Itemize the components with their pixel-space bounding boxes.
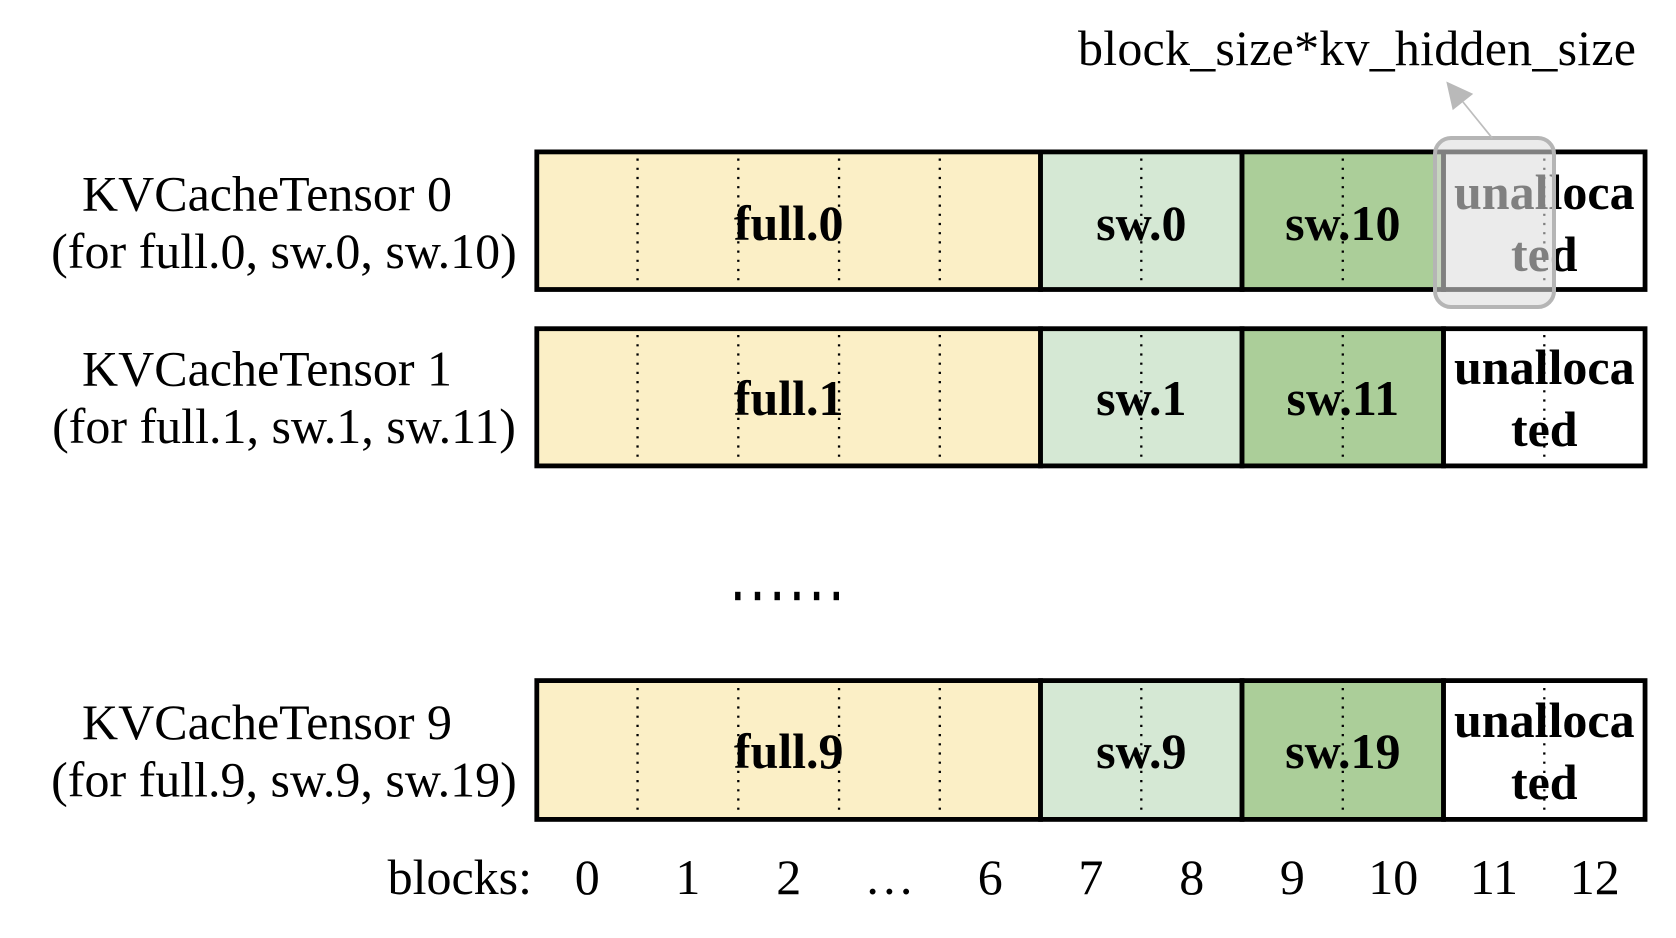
svg-text:2: 2 <box>776 849 801 905</box>
svg-text:sw.11: sw.11 <box>1287 370 1400 426</box>
svg-text:KVCacheTensor 1: KVCacheTensor 1 <box>82 341 452 397</box>
svg-text:ted: ted <box>1511 401 1578 457</box>
svg-text:8: 8 <box>1179 849 1204 905</box>
svg-text:6: 6 <box>978 849 1003 905</box>
svg-text:unalloca: unalloca <box>1454 339 1635 395</box>
svg-text:sw.1: sw.1 <box>1096 370 1186 426</box>
svg-text:KVCacheTensor 9: KVCacheTensor 9 <box>82 694 452 750</box>
svg-text:11: 11 <box>1470 849 1518 905</box>
svg-text:block_size*kv_hidden_size: block_size*kv_hidden_size <box>1078 20 1636 76</box>
svg-text:sw.10: sw.10 <box>1285 195 1400 251</box>
svg-text:full.9: full.9 <box>734 723 844 779</box>
svg-text:(for full.1, sw.1, sw.11): (for full.1, sw.1, sw.11) <box>52 398 516 454</box>
svg-text:blocks:: blocks: <box>388 849 532 905</box>
svg-text:KVCacheTensor 0: KVCacheTensor 0 <box>82 166 452 222</box>
svg-text:7: 7 <box>1078 849 1103 905</box>
svg-text:full.0: full.0 <box>734 195 844 251</box>
svg-text:(for full.9, sw.9, sw.19): (for full.9, sw.9, sw.19) <box>51 752 517 808</box>
svg-text:unalloca: unalloca <box>1454 692 1635 748</box>
svg-text:9: 9 <box>1280 849 1305 905</box>
svg-text:ted: ted <box>1511 754 1578 810</box>
svg-text:10: 10 <box>1368 849 1418 905</box>
svg-text:1: 1 <box>675 849 700 905</box>
svg-text:sw.0: sw.0 <box>1096 195 1186 251</box>
svg-text:full.1: full.1 <box>734 370 844 426</box>
svg-text:sw.9: sw.9 <box>1096 723 1186 779</box>
svg-text:12: 12 <box>1570 849 1620 905</box>
svg-text:0: 0 <box>575 849 600 905</box>
svg-text:sw.19: sw.19 <box>1285 723 1400 779</box>
svg-text:(for full.0, sw.0, sw.10): (for full.0, sw.0, sw.10) <box>51 223 517 279</box>
svg-text:…: … <box>864 849 914 905</box>
